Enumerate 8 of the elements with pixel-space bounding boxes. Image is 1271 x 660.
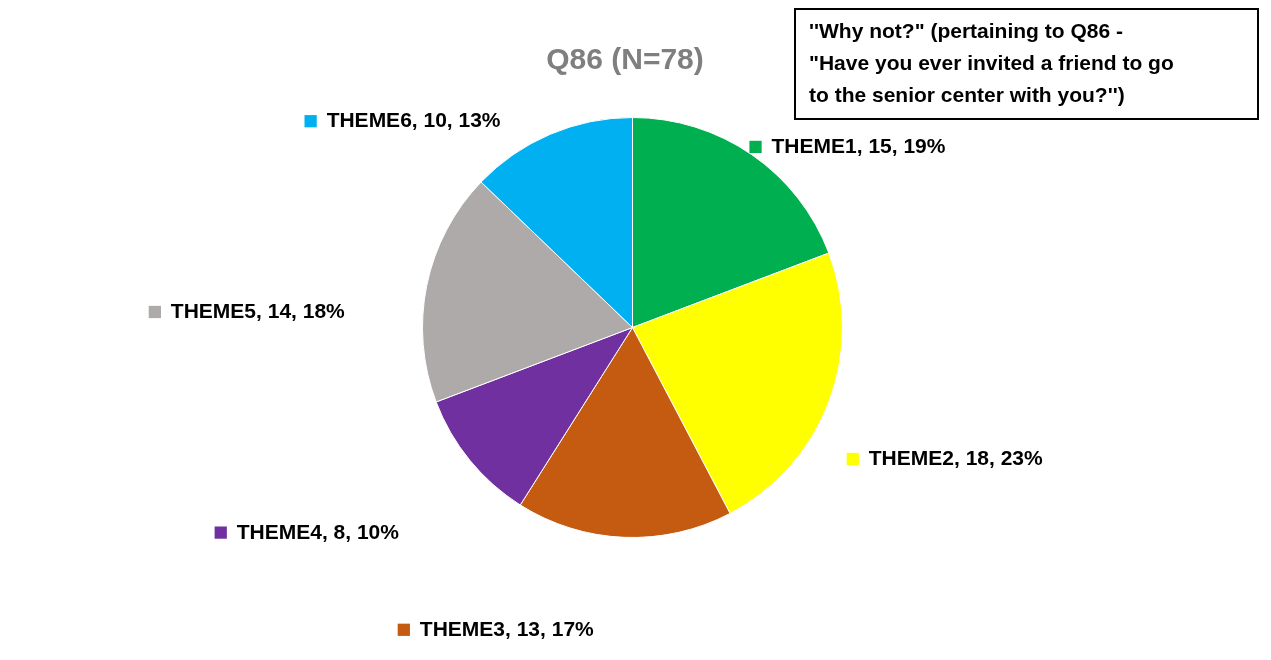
legend-label: THEME4, 8, 10%: [236, 519, 400, 543]
legend-label: THEME2, 18, 23%: [868, 445, 1044, 469]
legend-label: THEME6, 10, 13%: [326, 108, 501, 132]
legend-label: THEME3, 13, 17%: [419, 616, 595, 640]
legend-label: THEME5, 14, 18%: [170, 298, 346, 322]
text: ''Why not?" (pertaining to Q86 - "Have you ever invited a friend to go to the senior center with you?''): [809, 19, 1174, 106]
legend-label: THEME1, 15, 19%: [771, 133, 946, 157]
chart-title: Q86 (N=78): [546, 42, 704, 75]
